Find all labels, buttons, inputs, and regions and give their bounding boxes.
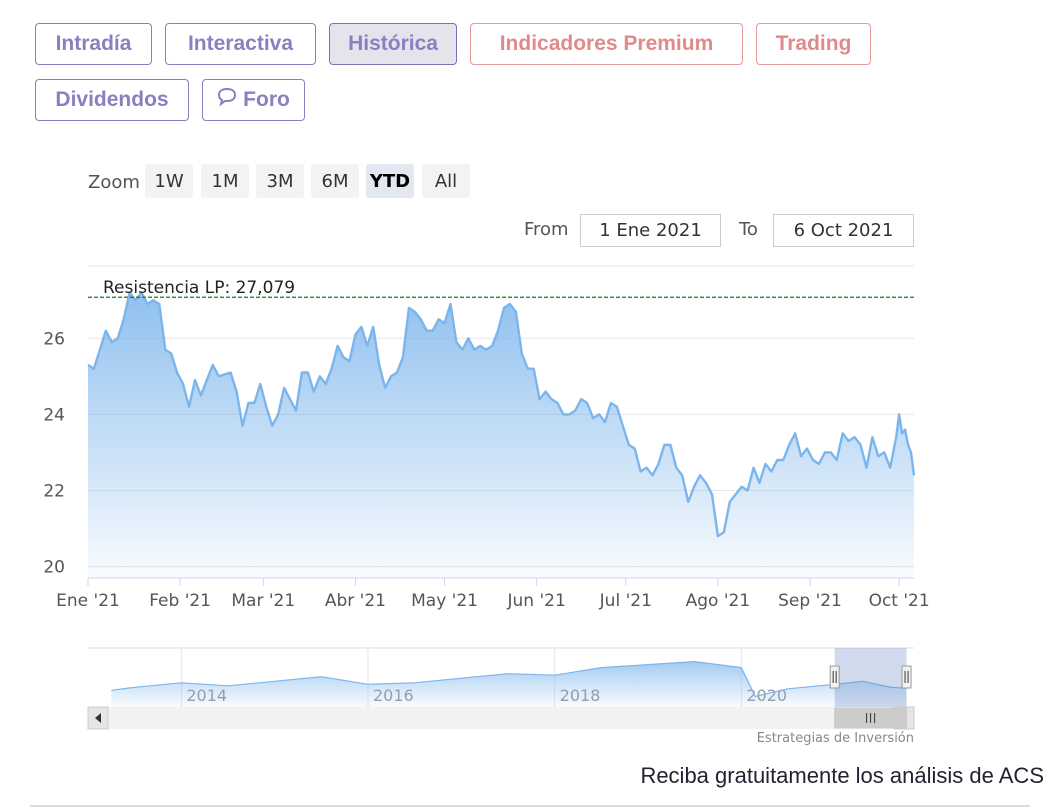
x-tick-label: Feb '21 bbox=[149, 591, 211, 611]
scrollbar-left-button[interactable] bbox=[87, 706, 109, 730]
tab-dividendos[interactable]: Dividendos bbox=[35, 79, 189, 121]
x-tick-label: May '21 bbox=[411, 591, 478, 611]
scrollbar-track bbox=[88, 707, 914, 729]
navigator-tick-label: 2016 bbox=[373, 686, 414, 705]
tab-indicadores-premium[interactable]: Indicadores Premium bbox=[470, 23, 743, 65]
navigator-tick-label: 2018 bbox=[560, 686, 601, 705]
scrollbar-right-button[interactable] bbox=[893, 706, 915, 730]
chevron-left-icon bbox=[95, 713, 101, 723]
zoom-button-6m[interactable]: 6M bbox=[311, 164, 359, 198]
from-label: From bbox=[524, 219, 569, 240]
y-tick-label: 24 bbox=[43, 405, 65, 425]
zoom-button-ytd[interactable]: YTD bbox=[366, 164, 414, 198]
tab-label: Interactiva bbox=[187, 32, 294, 55]
to-date-input[interactable]: 6 Oct 2021 bbox=[773, 214, 914, 247]
footer-cta[interactable]: Reciba gratuitamente los análisis de ACS bbox=[640, 763, 1044, 788]
tab-label: Foro bbox=[243, 88, 290, 111]
resistance-label: Resistencia LP: 27,079 bbox=[103, 278, 295, 298]
from-date-input[interactable]: 1 Ene 2021 bbox=[580, 214, 721, 247]
tab-foro[interactable]: Foro bbox=[202, 79, 305, 121]
scrollbar-thumb[interactable] bbox=[834, 707, 908, 729]
tab-histórica[interactable]: Histórica bbox=[329, 23, 457, 65]
x-tick-label: Ene '21 bbox=[56, 591, 120, 611]
y-tick-label: 20 bbox=[43, 558, 65, 578]
navigator-mask bbox=[834, 648, 907, 707]
y-tick-label: 22 bbox=[43, 481, 65, 501]
x-tick-label: Jun '21 bbox=[507, 591, 566, 611]
x-tick-label: Oct '21 bbox=[869, 591, 930, 611]
chart-credit[interactable]: Estrategias de Inversión bbox=[756, 731, 914, 746]
zoom-label: Zoom bbox=[88, 172, 140, 193]
to-label: To bbox=[739, 219, 758, 240]
tab-label: Trading bbox=[775, 32, 852, 55]
tab-intradía[interactable]: Intradía bbox=[35, 23, 152, 65]
price-line bbox=[87, 291, 916, 538]
tab-label: Indicadores Premium bbox=[499, 32, 714, 55]
navigator-area bbox=[111, 661, 907, 707]
tab-trading[interactable]: Trading bbox=[756, 23, 871, 65]
tab-interactiva[interactable]: Interactiva bbox=[165, 23, 316, 65]
zoom-button-all[interactable]: All bbox=[422, 164, 470, 198]
tab-label: Dividendos bbox=[55, 88, 169, 111]
x-tick-label: Ago '21 bbox=[686, 591, 751, 611]
x-tick-label: Mar '21 bbox=[231, 591, 295, 611]
chevron-right-icon bbox=[901, 713, 907, 723]
zoom-button-1w[interactable]: 1W bbox=[145, 164, 193, 198]
x-tick-label: Jul '21 bbox=[599, 591, 652, 611]
zoom-button-3m[interactable]: 3M bbox=[256, 164, 304, 198]
navigator-tick-label: 2020 bbox=[746, 686, 787, 705]
divider bbox=[30, 805, 1030, 807]
navigator-handle-right[interactable] bbox=[901, 665, 912, 689]
x-tick-label: Abr '21 bbox=[325, 591, 386, 611]
y-tick-label: 26 bbox=[43, 329, 65, 349]
tab-label: Intradía bbox=[55, 32, 132, 55]
chat-bubble-icon bbox=[217, 87, 239, 113]
price-area bbox=[88, 292, 914, 578]
navigator-line bbox=[111, 660, 907, 698]
x-tick-label: Sep '21 bbox=[778, 591, 842, 611]
tab-label: Histórica bbox=[348, 32, 438, 55]
navigator-tick-label: 2014 bbox=[186, 686, 227, 705]
navigator-handle-left[interactable] bbox=[829, 665, 840, 689]
zoom-button-1m[interactable]: 1M bbox=[201, 164, 249, 198]
